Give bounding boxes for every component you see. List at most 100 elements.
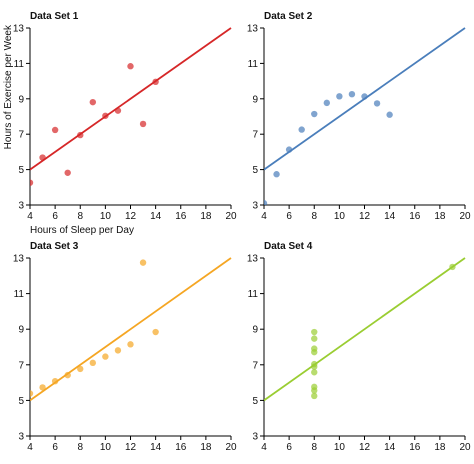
y-tick-label: 11 bbox=[248, 289, 259, 300]
data-point bbox=[311, 110, 318, 118]
data-point bbox=[311, 335, 318, 342]
data-point bbox=[39, 384, 46, 391]
x-tick-label: 18 bbox=[200, 442, 212, 453]
x-tick-label: 18 bbox=[434, 442, 446, 453]
x-tick-label: 20 bbox=[225, 442, 237, 453]
x-tick-label: 6 bbox=[52, 442, 58, 453]
x-tick-label: 12 bbox=[359, 211, 371, 222]
y-tick-label: 9 bbox=[252, 325, 258, 336]
data-point bbox=[77, 365, 84, 373]
data-point bbox=[152, 328, 159, 336]
data-point bbox=[336, 93, 343, 100]
x-tick-label: 8 bbox=[77, 211, 83, 222]
data-point bbox=[51, 126, 59, 134]
trend-line bbox=[30, 257, 232, 402]
data-point bbox=[127, 341, 134, 348]
trend-line bbox=[30, 27, 232, 171]
y-tick-label: 3 bbox=[18, 201, 24, 212]
x-tick-label: 16 bbox=[409, 442, 421, 453]
data-point bbox=[114, 347, 122, 354]
x-tick-label: 10 bbox=[334, 211, 346, 222]
data-point bbox=[361, 93, 368, 100]
x-tick-label: 8 bbox=[311, 442, 317, 453]
y-tick-label: 9 bbox=[18, 94, 24, 105]
data-point bbox=[152, 78, 159, 86]
x-tick-label: 10 bbox=[100, 442, 112, 453]
y-tick-label: 5 bbox=[252, 165, 258, 176]
x-tick-label: 12 bbox=[125, 211, 137, 222]
panel-title: Data Set 2 bbox=[264, 11, 313, 22]
y-tick-label: 11 bbox=[14, 59, 25, 70]
y-tick-label: 13 bbox=[247, 24, 259, 35]
x-tick-label: 18 bbox=[434, 211, 446, 222]
data-point bbox=[311, 387, 318, 394]
x-tick-label: 18 bbox=[200, 211, 212, 222]
x-tick-label: 6 bbox=[52, 211, 58, 222]
panel-4: Data Set 4 4 6 8 10 12 14 16 18 20 3 5 7 9 11 13 bbox=[247, 241, 471, 453]
x-tick-label: 8 bbox=[77, 442, 83, 453]
x-tick-label: 20 bbox=[459, 211, 471, 222]
data-point bbox=[285, 146, 293, 153]
data-point bbox=[51, 377, 59, 385]
x-tick-label: 4 bbox=[261, 442, 267, 453]
data-point bbox=[139, 120, 147, 128]
y-tick-label: 7 bbox=[18, 360, 24, 371]
data-point bbox=[348, 90, 356, 98]
data-point bbox=[264, 200, 268, 205]
x-tick-label: 20 bbox=[225, 211, 237, 222]
data-point bbox=[386, 111, 393, 118]
x-tick-label: 16 bbox=[175, 442, 187, 453]
x-tick-label: 14 bbox=[150, 442, 162, 453]
data-point bbox=[89, 359, 97, 367]
y-tick-label: 13 bbox=[247, 254, 259, 265]
x-tick-label: 4 bbox=[27, 211, 33, 222]
panel-title: Data Set 4 bbox=[264, 241, 313, 252]
y-tick-label: 7 bbox=[252, 130, 258, 141]
data-point bbox=[64, 169, 71, 176]
data-point bbox=[273, 171, 280, 178]
data-point bbox=[449, 263, 456, 271]
x-tick-label: 4 bbox=[27, 442, 33, 453]
x-tick-label: 20 bbox=[459, 442, 471, 453]
trend-line bbox=[264, 257, 466, 402]
x-tick-label: 8 bbox=[311, 211, 317, 222]
data-point bbox=[64, 371, 71, 379]
data-point bbox=[139, 259, 147, 266]
x-tick-label: 6 bbox=[286, 211, 292, 222]
y-tick-label: 3 bbox=[252, 432, 258, 443]
data-point bbox=[39, 154, 46, 161]
x-tick-label: 10 bbox=[334, 442, 346, 453]
data-point bbox=[373, 100, 381, 107]
data-point bbox=[311, 369, 318, 376]
data-point bbox=[311, 363, 318, 370]
y-tick-label: 5 bbox=[18, 165, 24, 176]
x-tick-label: 6 bbox=[286, 442, 292, 453]
panel-title: Data Set 3 bbox=[30, 241, 79, 252]
y-tick-label: 11 bbox=[14, 289, 25, 300]
data-point bbox=[102, 112, 109, 119]
y-axis-title: Hours of Exercise per Week bbox=[3, 24, 14, 149]
y-tick-label: 7 bbox=[18, 130, 24, 141]
y-tick-label: 9 bbox=[18, 325, 24, 336]
y-tick-label: 5 bbox=[252, 396, 258, 407]
y-tick-label: 9 bbox=[252, 94, 258, 105]
x-tick-label: 12 bbox=[125, 442, 137, 453]
x-tick-label: 16 bbox=[409, 211, 421, 222]
x-tick-label: 14 bbox=[150, 211, 162, 222]
panel-3: Data Set 3 4 6 8 10 12 14 16 18 20 3 5 7 9 11 13 bbox=[13, 241, 237, 453]
data-point bbox=[77, 131, 84, 139]
panel-2: Data Set 2 4 6 8 10 12 14 16 18 20 3 5 7 9 11 13 bbox=[247, 11, 471, 222]
x-tick-label: 12 bbox=[359, 442, 371, 453]
data-point bbox=[311, 328, 318, 336]
y-tick-label: 5 bbox=[18, 396, 24, 407]
data-point bbox=[127, 63, 134, 70]
x-tick-label: 14 bbox=[384, 442, 396, 453]
panel-title: Data Set 1 bbox=[30, 11, 79, 22]
x-tick-label: 14 bbox=[384, 211, 396, 222]
x-tick-label: 10 bbox=[100, 211, 112, 222]
x-tick-label: 16 bbox=[175, 211, 187, 222]
data-point bbox=[311, 392, 318, 400]
y-tick-label: 13 bbox=[13, 254, 25, 265]
